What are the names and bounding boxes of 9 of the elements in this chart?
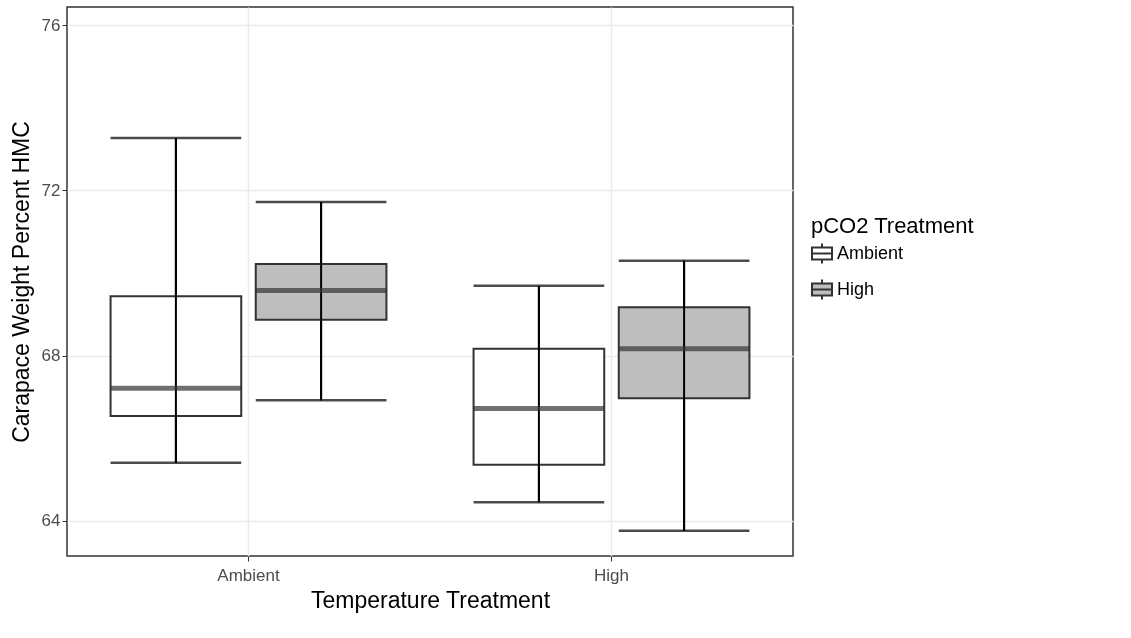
y-tick-label: 68 <box>41 346 61 366</box>
y-tick-label: 72 <box>41 180 61 200</box>
y-tick-label: 76 <box>41 15 61 35</box>
legend-title: pCO2 Treatment <box>811 212 974 238</box>
y-tick-label: 64 <box>41 511 61 531</box>
x-axis-title: Temperature Treatment <box>310 586 551 613</box>
y-axis-title: Carapace Weight Percent HMC <box>7 121 34 443</box>
legend-label: High <box>837 278 875 299</box>
legend-label: Ambient <box>837 242 904 263</box>
